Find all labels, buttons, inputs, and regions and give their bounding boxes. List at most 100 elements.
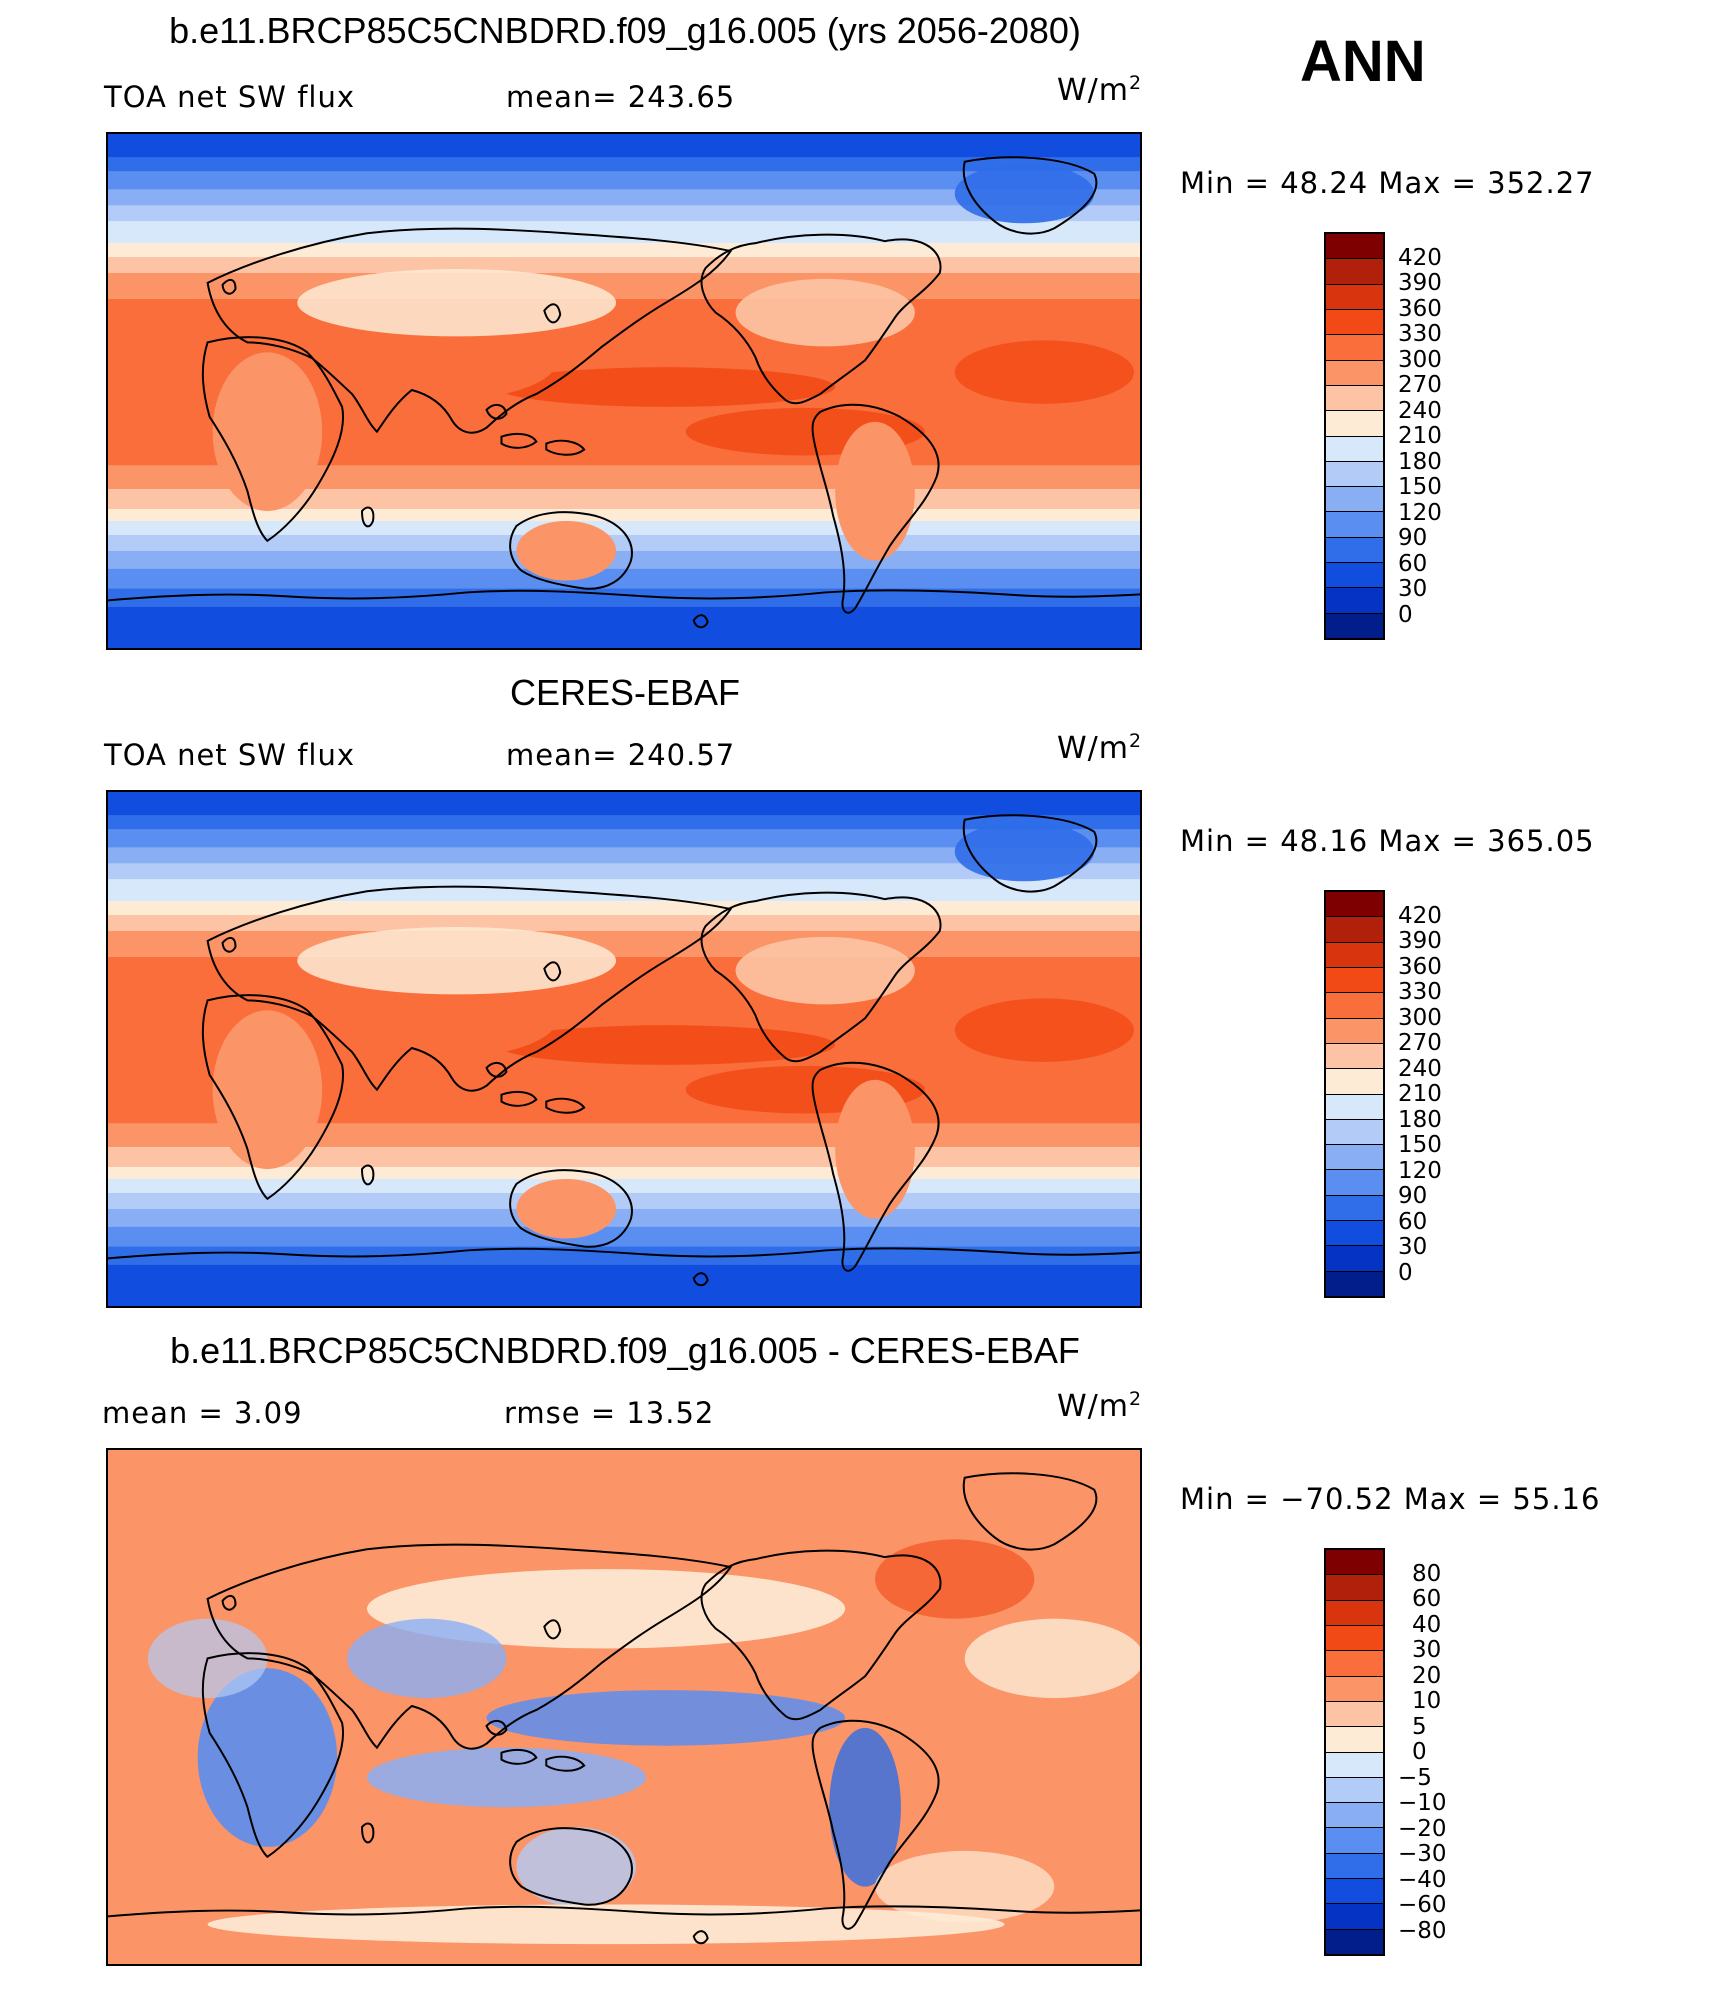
panel-1-map: [106, 132, 1142, 650]
colorbar-swatch: [1326, 537, 1383, 564]
colorbar-tick-label: 270: [1398, 1030, 1442, 1056]
colorbar-tick-label: 210: [1398, 423, 1442, 449]
contour-band: [108, 588, 1140, 607]
colorbar-swatch: [1326, 487, 1383, 513]
contour-band: [108, 1226, 1140, 1247]
contour-band: [108, 863, 1140, 880]
colorbar-tick-label: 360: [1398, 953, 1442, 980]
contour-field: [108, 1450, 1140, 1964]
contour-patch: [835, 1079, 915, 1219]
colorbar-tick-label: 210: [1398, 1081, 1442, 1107]
contour-patch: [366, 1747, 646, 1808]
colorbar-swatch: [1326, 1094, 1383, 1120]
coastline: [545, 1097, 586, 1114]
coastline: [545, 1755, 586, 1772]
coastline: [206, 227, 733, 434]
coastline: [811, 1061, 940, 1272]
contour-field: [108, 792, 1140, 1306]
colorbar-tick-label: 360: [1398, 295, 1442, 322]
colorbar-swatch: [1326, 360, 1383, 386]
contour-band: [108, 847, 1140, 864]
colorbar-tick-label: 390: [1398, 928, 1442, 954]
colorbar-swatch: [1326, 1550, 1383, 1576]
panel-3-mean: mean = 3.09: [102, 1396, 303, 1430]
coastline: [108, 589, 1140, 602]
colorbar-swatch: [1326, 1625, 1383, 1652]
colorbar-tick-label: 150: [1398, 474, 1442, 500]
colorbar-tick-label: 5: [1412, 1713, 1427, 1740]
contour-patch: [875, 1850, 1055, 1923]
colorbar-swatch: [1326, 1904, 1383, 1930]
panel-3-map: [106, 1448, 1142, 1966]
colorbar-swatch: [1326, 967, 1383, 994]
colorbar-tick-label: 10: [1412, 1688, 1442, 1714]
colorbar-swatch: [1326, 1929, 1383, 1954]
colorbar-tick-label: −80: [1398, 1917, 1447, 1944]
colorbar-swatch: [1326, 1145, 1383, 1171]
coastline: [361, 1164, 375, 1186]
coastlines: [108, 1472, 1140, 1945]
contour-band: [108, 829, 1140, 848]
colorbar-tick-label: 40: [1412, 1611, 1442, 1638]
coastline: [700, 891, 942, 1063]
contour-patch: [835, 421, 915, 561]
colorbar-swatch: [1326, 309, 1383, 336]
coastlines: [108, 156, 1140, 629]
colorbar-swatch: [1326, 284, 1383, 310]
colorbar-swatch: [1326, 1879, 1383, 1905]
coastline: [962, 814, 1098, 893]
contour-band: [108, 534, 1140, 551]
panel-1-mean: mean= 243.65: [506, 80, 736, 114]
contour-patch: [964, 1618, 1140, 1699]
panel-2-units: W/m2: [1057, 730, 1143, 766]
contour-patch: [486, 1690, 846, 1746]
panel-3-rmse: rmse = 13.52: [504, 1396, 715, 1430]
contour-band: [108, 1246, 1140, 1265]
panel-2-map: [106, 790, 1142, 1308]
coastline: [201, 994, 345, 1201]
contour-band: [108, 606, 1140, 648]
contour-band: [108, 1208, 1140, 1227]
colorbar-swatch: [1326, 1828, 1383, 1854]
colorbar-tick-label: −10: [1398, 1790, 1447, 1816]
colorbar-swatch: [1326, 892, 1383, 918]
colorbar-tick-label: 60: [1398, 1208, 1428, 1235]
contour-patch: [347, 1618, 507, 1699]
contour-band: [108, 568, 1140, 589]
colorbar-swatch: [1326, 1043, 1383, 1070]
contour-patch: [516, 520, 617, 581]
coastline: [543, 303, 562, 324]
coastline: [962, 156, 1098, 235]
coastline: [206, 1543, 733, 1750]
panel-1-units: W/m2: [1057, 72, 1143, 108]
coastline: [500, 1748, 538, 1765]
colorbar-tick-label: −5: [1398, 1764, 1432, 1791]
contour-band: [108, 157, 1140, 172]
contour-patch: [297, 980, 557, 1060]
colorbar-tick-label: 330: [1398, 979, 1442, 1005]
colorbar-swatch: [1326, 1018, 1383, 1044]
colorbar-swatch: [1326, 1600, 1383, 1626]
coastline: [361, 1822, 375, 1844]
colorbar-swatch: [1326, 1195, 1383, 1222]
panel-3-minmax: Min = −70.52 Max = 55.16: [1180, 1482, 1601, 1516]
contour-band: [108, 509, 1140, 521]
colorbar-tick-label: −60: [1398, 1892, 1447, 1918]
coastline: [201, 336, 345, 543]
coastline: [545, 439, 586, 456]
colorbar-tick-label: 300: [1398, 1004, 1442, 1031]
panel-3-colorbar: [1324, 1548, 1385, 1956]
colorbar-tick-label: 150: [1398, 1132, 1442, 1158]
colorbar-swatch: [1326, 1727, 1383, 1753]
contour-band: [108, 901, 1140, 916]
coastline: [509, 511, 633, 590]
colorbar-swatch: [1326, 942, 1383, 968]
colorbar-swatch: [1326, 436, 1383, 462]
colorbar-tick-label: 240: [1398, 397, 1442, 424]
coastline: [485, 1062, 508, 1078]
coastline: [811, 403, 940, 614]
contour-band: [108, 879, 1140, 902]
contour-band: [108, 1264, 1140, 1306]
colorbar-tick-label: 30: [1398, 576, 1428, 602]
colorbar-swatch: [1326, 1170, 1383, 1196]
